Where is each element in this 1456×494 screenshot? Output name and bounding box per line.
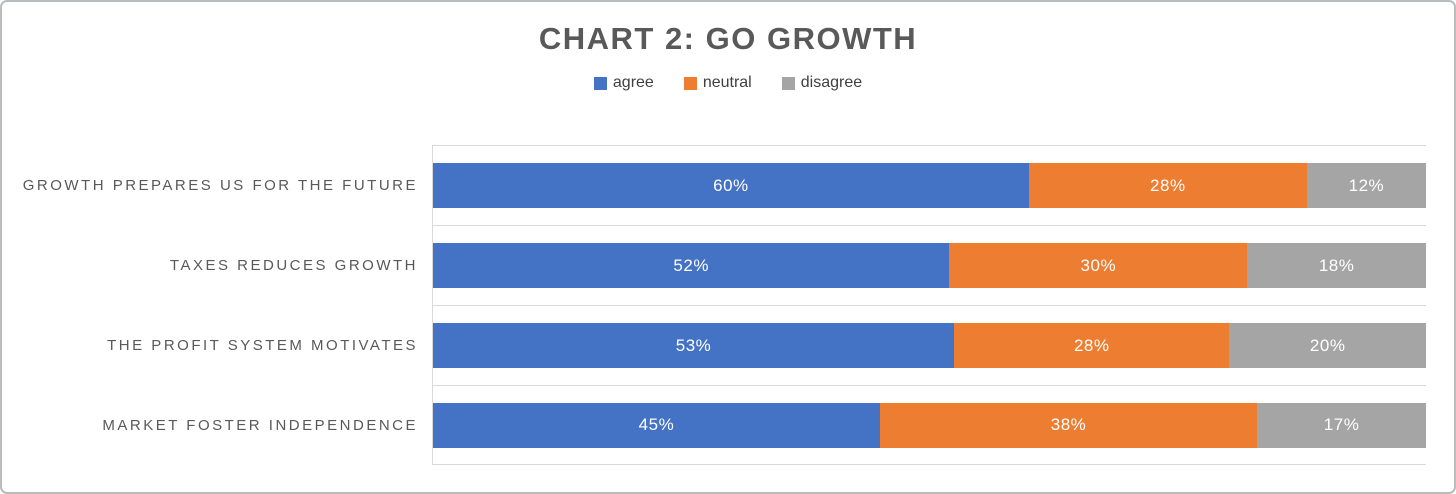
chart-legend: agree neutral disagree [2,72,1454,94]
category-label: TAXES REDUCES GROWTH [169,256,418,274]
legend-label: agree [612,74,654,91]
bar-segment-agree: 45% [433,402,880,448]
bar-segment-label: 12% [1348,175,1385,195]
stacked-bar: 52% 30% 18% [433,243,1426,288]
bar-segment-label: 38% [1050,415,1087,434]
legend-swatch-neutral [683,76,697,90]
bar-segment-label: 17% [1323,415,1360,434]
legend-swatch-agree [593,76,607,90]
bar-track: 53% 28% 20% [432,305,1426,385]
legend-item-neutral: neutral [683,74,752,92]
bar-segment-neutral: 30% [949,243,1248,288]
legend-label: disagree [800,74,863,91]
bar-segment-disagree: 18% [1247,243,1426,288]
legend-label: neutral [702,74,752,91]
stacked-bar: 45% 38% 17% [433,402,1426,448]
stacked-bar: 60% 28% 12% [433,163,1426,208]
bar-row: MARKET FOSTER INDEPENDENCE 45% 38% 17% [2,385,1426,465]
bar-segment-label: 18% [1318,255,1355,275]
stacked-bar: 53% 28% 20% [433,323,1426,368]
bar-segment-neutral: 38% [879,402,1258,448]
legend-item-agree: agree [593,74,654,92]
bar-segment-disagree: 12% [1306,163,1426,208]
bar-segment-agree: 52% [433,243,950,288]
bar-segment-label: 30% [1080,255,1117,275]
bar-segment-neutral: 28% [954,323,1230,368]
bar-segment-neutral: 28% [1028,163,1307,208]
chart-title: CHART 2: GO GROWTH [538,21,918,56]
bar-segment-label: 53% [675,335,712,355]
bar-segment-disagree: 20% [1229,323,1426,368]
category-label: THE PROFIT SYSTEM MOTIVATES [107,336,418,354]
bar-segment-label: 20% [1309,335,1346,355]
category-label: GROWTH PREPARES US FOR THE FUTURE [22,176,418,194]
bar-segment-agree: 60% [433,163,1029,208]
bar-segment-label: 28% [1073,335,1110,355]
bar-segment-label: 52% [673,255,709,275]
bar-track: 52% 30% 18% [432,225,1426,305]
category-label: MARKET FOSTER INDEPENDENCE [102,416,418,434]
bar-track: 45% 38% 17% [432,385,1426,465]
legend-item-disagree: disagree [781,74,863,92]
legend-swatch-disagree [781,76,795,90]
bar-segment-disagree: 17% [1257,402,1426,448]
bar-row: GROWTH PREPARES US FOR THE FUTURE 60% 28% 1… [2,145,1426,225]
bar-segment-label: 60% [713,175,749,195]
bar-row: TAXES REDUCES GROWTH 52% 30% 18% [2,225,1426,305]
bar-segment-agree: 53% [433,323,955,368]
bar-row: THE PROFIT SYSTEM MOTIVATES 53% 28% 20% [2,305,1426,385]
bar-segment-label: 45% [638,415,675,434]
bar-segment-label: 28% [1150,175,1186,195]
bar-track: 60% 28% 12% [432,145,1426,225]
plot-area: GROWTH PREPARES US FOR THE FUTURE 60% 28% 1… [2,145,1426,465]
